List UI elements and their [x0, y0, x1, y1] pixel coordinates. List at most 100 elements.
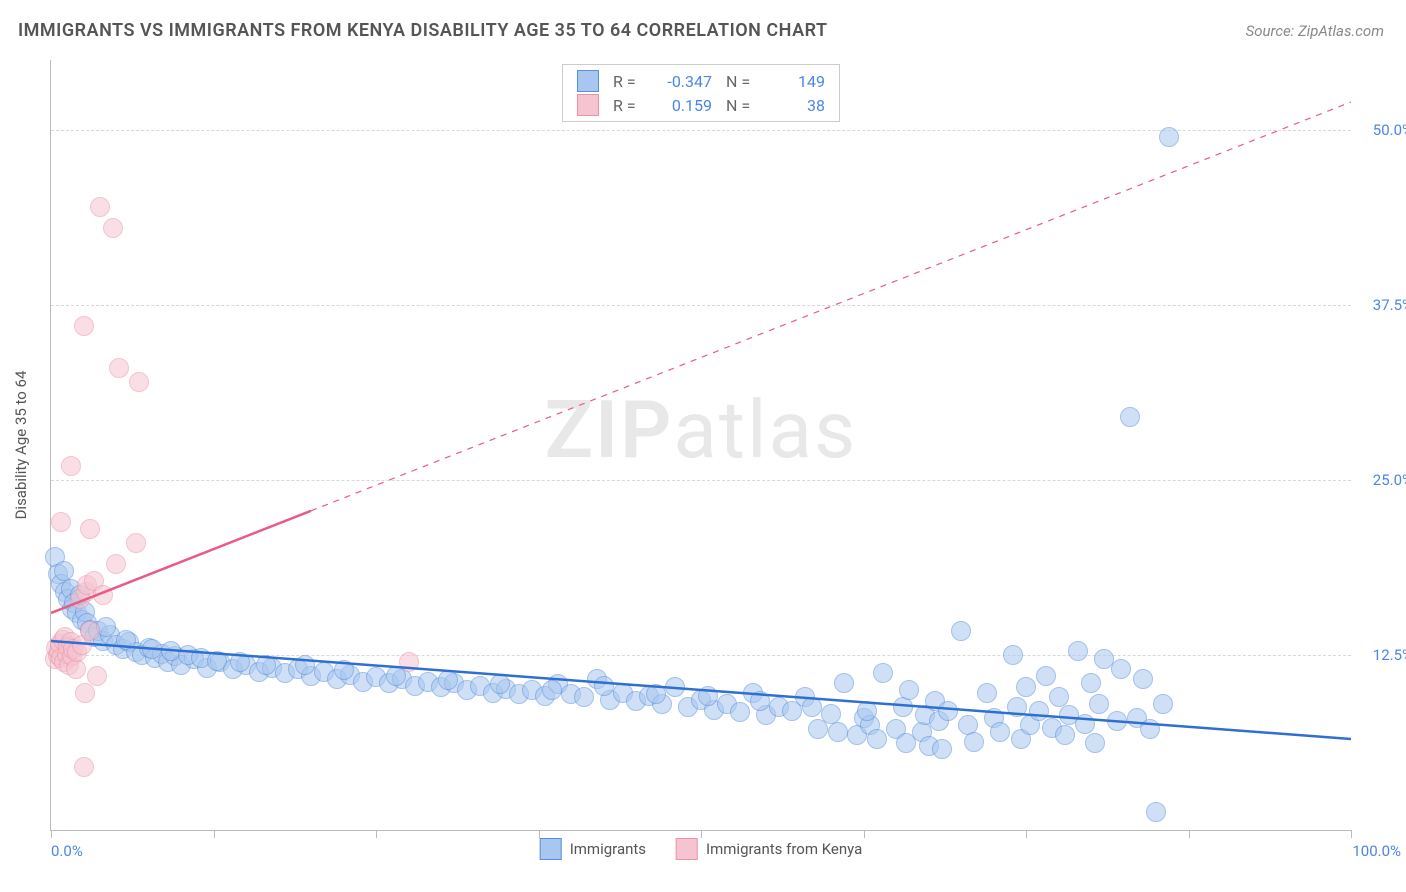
series-name-kenya: Immigrants from Kenya	[706, 840, 862, 858]
n-label: N =	[726, 72, 756, 91]
scatter-point	[542, 680, 562, 700]
x-tick	[51, 830, 52, 838]
scatter-point	[54, 561, 74, 581]
scatter-point	[821, 704, 841, 724]
scatter-point	[399, 652, 419, 672]
scatter-point	[80, 519, 100, 539]
scatter-point	[899, 680, 919, 700]
scatter-point	[1003, 645, 1023, 665]
y-tick-label: 12.5%	[1358, 646, 1406, 664]
swatch-kenya	[577, 94, 599, 116]
scatter-point	[964, 732, 984, 752]
x-axis-label-min: 0.0%	[51, 842, 83, 860]
correlation-legend: R = -0.347 N = 149 R = 0.159 N = 38	[562, 64, 840, 122]
n-value-immigrants: 149	[770, 72, 825, 91]
scatter-point	[873, 663, 893, 683]
scatter-point	[698, 686, 718, 706]
scatter-point	[867, 729, 887, 749]
scatter-point	[106, 554, 126, 574]
scatter-point	[594, 676, 614, 696]
scatter-point	[1140, 719, 1160, 739]
scatter-point	[932, 739, 952, 759]
scatter-point	[1029, 701, 1049, 721]
n-label: N =	[726, 96, 756, 115]
y-tick-label: 25.0%	[1358, 471, 1406, 489]
x-axis-label-max: 100.0%	[1352, 842, 1401, 860]
gridline	[51, 305, 1351, 306]
legend-item-immigrants: Immigrants	[540, 838, 646, 860]
x-tick	[864, 830, 865, 838]
scatter-point	[938, 701, 958, 721]
legend-item-kenya: Immigrants from Kenya	[676, 838, 862, 860]
watermark-rest: atlas	[673, 383, 857, 477]
scatter-point	[74, 757, 94, 777]
scatter-point	[1016, 677, 1036, 697]
scatter-point	[730, 702, 750, 722]
swatch-kenya	[676, 838, 698, 860]
watermark-bold: ZIP	[545, 383, 674, 477]
scatter-point	[665, 677, 685, 697]
scatter-point	[977, 683, 997, 703]
r-label: R =	[613, 96, 643, 115]
scatter-point	[109, 358, 129, 378]
scatter-point	[646, 684, 666, 704]
scatter-point	[1133, 669, 1153, 689]
n-value-kenya: 38	[770, 96, 825, 115]
scatter-point	[1153, 694, 1173, 714]
chart-plot-area: Disability Age 35 to 64 ZIPatlas 12.5%25…	[50, 60, 1351, 831]
scatter-point	[87, 666, 107, 686]
scatter-point	[103, 218, 123, 238]
source-label: Source: ZipAtlas.com	[1246, 22, 1384, 40]
swatch-immigrants	[540, 838, 562, 860]
scatter-point	[1120, 407, 1140, 427]
y-tick-label: 37.5%	[1358, 296, 1406, 314]
y-tick-label: 50.0%	[1358, 121, 1406, 139]
swatch-immigrants	[577, 70, 599, 92]
scatter-point	[1055, 725, 1075, 745]
scatter-point	[857, 701, 877, 721]
scatter-point	[574, 687, 594, 707]
scatter-point	[490, 674, 510, 694]
scatter-point	[1081, 673, 1101, 693]
scatter-point	[750, 691, 770, 711]
r-value-kenya: 0.159	[657, 96, 712, 115]
y-axis-title: Disability Age 35 to 64	[12, 371, 30, 520]
scatter-point	[61, 456, 81, 476]
scatter-point	[1036, 666, 1056, 686]
scatter-point	[93, 585, 113, 605]
scatter-point	[129, 372, 149, 392]
gridline	[51, 130, 1351, 131]
x-tick	[539, 830, 540, 838]
x-tick	[376, 830, 377, 838]
scatter-point	[1049, 687, 1069, 707]
scatter-point	[1146, 802, 1166, 822]
scatter-point	[834, 673, 854, 693]
x-tick	[214, 830, 215, 838]
scatter-point	[1075, 714, 1095, 734]
scatter-point	[1111, 659, 1131, 679]
gridline	[51, 480, 1351, 481]
scatter-point	[142, 639, 162, 659]
chart-title: IMMIGRANTS VS IMMIGRANTS FROM KENYA DISA…	[18, 20, 828, 41]
scatter-point	[75, 683, 95, 703]
scatter-point	[990, 722, 1010, 742]
scatter-point	[1068, 641, 1088, 661]
scatter-point	[90, 197, 110, 217]
scatter-point	[207, 651, 227, 671]
scatter-point	[828, 722, 848, 742]
legend-row-kenya: R = 0.159 N = 38	[577, 93, 825, 117]
scatter-point	[1107, 711, 1127, 731]
scatter-point	[438, 670, 458, 690]
scatter-point	[51, 512, 71, 532]
x-tick	[1189, 830, 1190, 838]
scatter-point	[1007, 697, 1027, 717]
scatter-point	[1089, 694, 1109, 714]
scatter-point	[116, 630, 136, 650]
scatter-point	[295, 655, 315, 675]
scatter-point	[74, 316, 94, 336]
scatter-point	[334, 660, 354, 680]
scatter-point	[802, 697, 822, 717]
scatter-point	[80, 621, 100, 641]
x-tick	[1351, 830, 1352, 838]
x-tick	[701, 830, 702, 838]
